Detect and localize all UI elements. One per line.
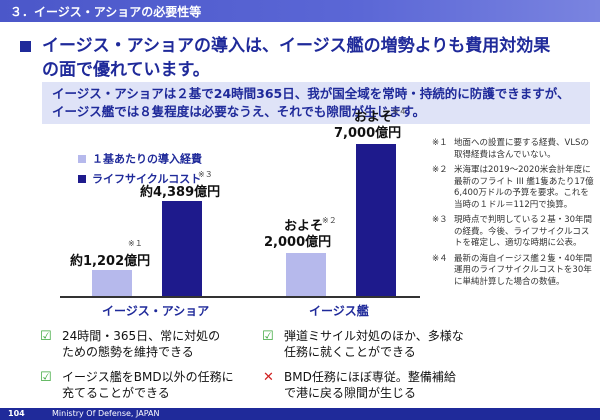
footnote: ※１ 地面への設置に要する経費、VLSの取得経費は含んでいない。 <box>432 138 594 161</box>
legend-item-lifecycle-cost: ライフサイクルコスト <box>78 168 201 187</box>
highlight-text: イージス・アショアは２基で24時間365日、我が国全域を常時・持続的に防護できま… <box>52 85 582 121</box>
chart-bar <box>286 252 326 296</box>
footnote-text: 米海軍は2019～2020米会計年度に最新のフライト III 艦1隻あたり17億… <box>454 165 594 210</box>
footnote-reference-mark: ※２ <box>322 215 337 225</box>
headline-line-1: イージス・アショアの導入は、イージス艦の増勢よりも費用対効果 <box>42 36 551 56</box>
legend-item-intro-cost: １基あたりの導入経費 <box>78 148 202 167</box>
data-label-prefix: およそ <box>354 110 394 125</box>
ashore-item-2: イージス艦をBMD以外の任務に 充てることができる <box>62 369 282 401</box>
ship-item-2: BMD任務にほぼ専従。整備補給 で港に戻る隙間が生じる <box>284 369 504 401</box>
page-number: 104 <box>8 409 25 418</box>
footer-bar <box>0 408 600 420</box>
ashore-item-2-line-1: イージス艦をBMD以外の任務に <box>62 370 234 384</box>
ship-item-2-line-2: で港に戻る隙間が生じる <box>284 386 417 400</box>
chart-bar <box>162 200 202 296</box>
highlight-box <box>42 82 590 124</box>
legend-swatch-light <box>78 154 86 163</box>
footnote-reference-mark: ※４ <box>392 107 407 116</box>
ship-item-1-line-2: 任務に就くことができる <box>284 345 416 359</box>
footnote-text: 地面への設置に要する経費、VLSの取得経費は含んでいない。 <box>454 138 589 160</box>
ship-item-2-line-1: BMD任務にほぼ専従。整備補給 <box>284 370 456 384</box>
chart-bar <box>356 144 396 296</box>
header-title: ３．イージス・アショアの必要性等 <box>10 5 202 19</box>
data-label: 7,000億円 <box>334 126 402 141</box>
chart-bar <box>92 269 132 296</box>
legend-label-intro-cost: １基あたりの導入経費 <box>92 152 202 166</box>
checkbox-icon: ☑ <box>262 329 274 344</box>
footnote-mark: ※４ <box>432 253 448 264</box>
highlight-line-1: イージス・アショアは２基で24時間365日、我が国全域を常時・持続的に防護できま… <box>52 86 570 101</box>
footnote-text: 最新の海自イージス艦２隻・40年間運用のライフサイクルコストを30年に単純計算し… <box>454 253 593 287</box>
data-label: 約1,202億円 <box>70 253 151 269</box>
highlight-line-2: イージス艦では８隻程度は必要なうえ、それでも隙間が生じます。 <box>52 104 426 119</box>
footnote-reference-mark: ※３ <box>198 169 213 179</box>
footnote-mark: ※３ <box>432 215 448 225</box>
headline: イージス・アショアの導入は、イージス艦の増勢よりも費用対効果 の面で優れています… <box>42 34 592 82</box>
chart-axis-line <box>60 296 420 298</box>
cross-icon: ✕ <box>263 370 274 385</box>
footer-organization: Ministry Of Defense, JAPAN <box>52 409 160 418</box>
category-label-aegis-ashore: イージス・アショア <box>102 304 210 318</box>
footnote: ※４ 最新の海自イージス艦２隻・40年間運用のライフサイクルコストを30年に単純… <box>432 254 594 289</box>
data-label: 2,000億円 <box>264 234 332 250</box>
headline-line-2: の面で優れています。 <box>42 60 210 80</box>
footnote-reference-mark: ※１ <box>128 238 143 248</box>
legend-swatch-dark <box>78 174 86 183</box>
category-label-aegis-ship: イージス艦 <box>309 304 369 318</box>
footnotes: ※１ 地面への設置に要する経費、VLSの取得経費は含んでいない。 ※２ 米海軍は… <box>432 138 594 292</box>
footnote: ※３ 現時点で判明している２基・30年間の経費。今後、ライフサイクルコストを確定… <box>432 215 594 250</box>
footnote-mark: ※１ <box>432 138 448 148</box>
header-bar <box>0 0 600 22</box>
checkbox-icon: ☑ <box>40 370 52 385</box>
ashore-item-1-line-2: ための態勢を維持できる <box>62 345 194 359</box>
ashore-item-1-line-1: 24時間・365日、常に対処の <box>62 329 221 343</box>
ashore-item-2-line-2: 充てることができる <box>62 386 170 400</box>
bullet-square-icon <box>20 41 31 52</box>
data-label-prefix: およそ <box>284 218 324 234</box>
legend-label-lifecycle-cost: ライフサイクルコスト <box>92 172 202 186</box>
ashore-item-1: 24時間・365日、常に対処の ための態勢を維持できる <box>62 328 282 360</box>
ship-item-1: 弾道ミサイル対処のほか、多様な 任務に就くことができる <box>284 328 504 360</box>
footnote-mark: ※２ <box>432 165 448 175</box>
data-label: 約4,389億円 <box>140 184 221 200</box>
footnote-text: 現時点で判明している２基・30年間の経費。今後、ライフサイクルコストを確定し、適… <box>454 215 593 248</box>
ship-item-1-line-1: 弾道ミサイル対処のほか、多様な <box>284 329 464 343</box>
checkbox-icon: ☑ <box>40 329 52 344</box>
footnote: ※２ 米海軍は2019～2020米会計年度に最新のフライト III 艦1隻あたり… <box>432 165 594 211</box>
